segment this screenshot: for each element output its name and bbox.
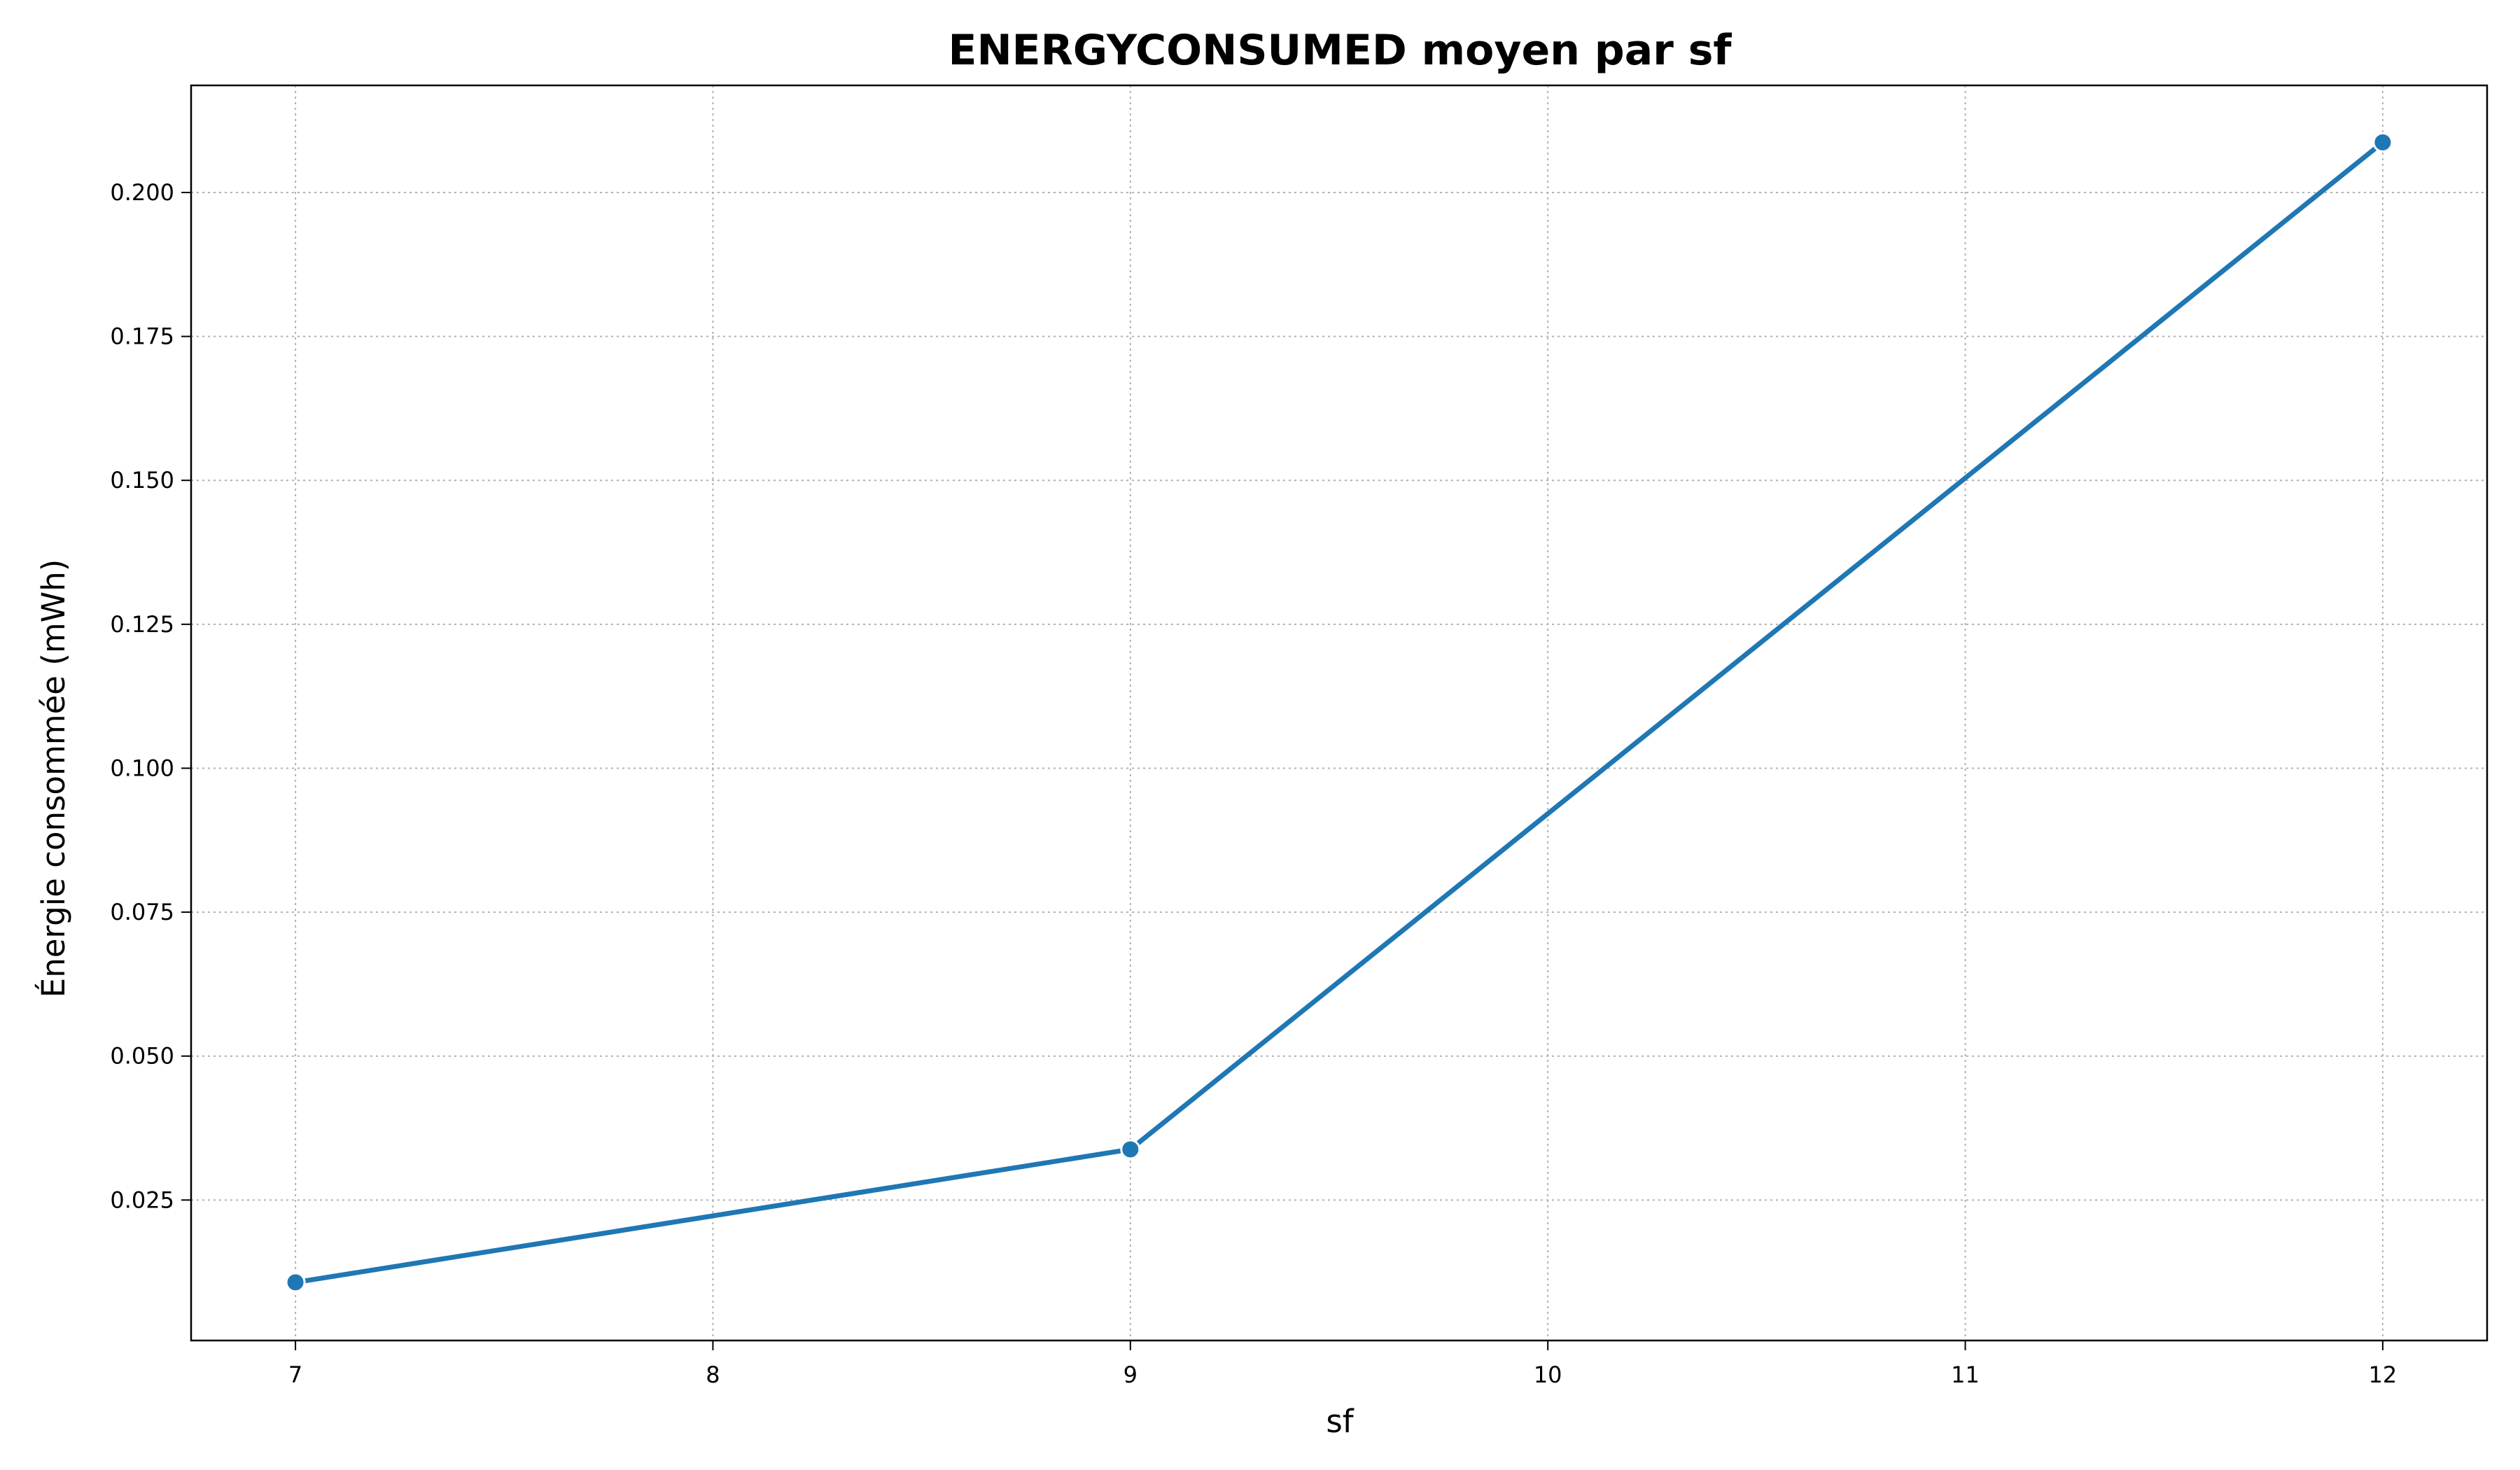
y-tick-label: 0.150 [110, 467, 174, 493]
x-tick-label: 10 [1534, 1362, 1562, 1388]
y-tick-label: 0.200 [110, 179, 174, 206]
x-tick-label: 9 [1124, 1362, 1138, 1388]
data-point [1120, 1139, 1141, 1160]
y-axis-ticks: 0.025 0.050 0.075 0.100 0.125 0.150 0.175 0.200 [110, 179, 191, 1213]
y-axis-label: Énergie consommée (mWh) [35, 559, 72, 997]
plot-frame [190, 84, 2488, 1342]
series-layer [285, 132, 2393, 1293]
y-tick-label: 0.050 [110, 1043, 174, 1070]
x-tick-label: 7 [288, 1362, 302, 1388]
data-point [285, 1272, 306, 1293]
x-tick-label: 8 [706, 1362, 720, 1388]
x-axis-ticks: 7 8 9 10 11 12 [288, 1340, 2397, 1388]
data-point [2372, 132, 2393, 153]
y-tick-label: 0.175 [110, 323, 174, 350]
x-tick-label: 11 [1951, 1362, 1980, 1388]
grid [191, 85, 2487, 1340]
x-axis-label: sf [1326, 1403, 1354, 1440]
y-tick-label: 0.125 [110, 611, 174, 638]
x-tick-label: 12 [2369, 1362, 2398, 1388]
chart-title: ENERGYCONSUMED moyen par sf [948, 26, 1732, 75]
y-tick-label: 0.025 [110, 1186, 174, 1213]
y-tick-label: 0.100 [110, 755, 174, 781]
series-line [293, 139, 2386, 1285]
y-tick-label: 0.075 [110, 899, 174, 925]
